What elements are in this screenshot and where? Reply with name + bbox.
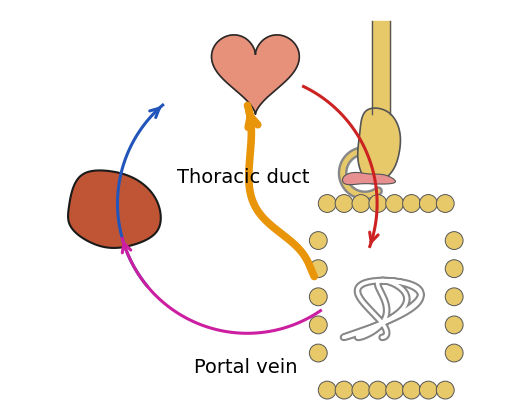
- Circle shape: [445, 316, 463, 334]
- Circle shape: [335, 381, 353, 399]
- Circle shape: [436, 195, 454, 212]
- Circle shape: [335, 195, 353, 212]
- Polygon shape: [343, 173, 395, 185]
- Circle shape: [369, 195, 386, 212]
- Circle shape: [445, 232, 463, 249]
- Polygon shape: [211, 35, 299, 114]
- Circle shape: [369, 381, 386, 399]
- Polygon shape: [358, 108, 401, 184]
- Circle shape: [319, 195, 336, 212]
- Circle shape: [419, 381, 437, 399]
- Circle shape: [310, 288, 327, 306]
- Circle shape: [310, 344, 327, 362]
- Text: Thoracic duct: Thoracic duct: [177, 168, 310, 187]
- Circle shape: [386, 195, 404, 212]
- Circle shape: [445, 288, 463, 306]
- Circle shape: [386, 381, 404, 399]
- Circle shape: [436, 381, 454, 399]
- Circle shape: [403, 381, 420, 399]
- Circle shape: [310, 260, 327, 278]
- Polygon shape: [68, 171, 161, 248]
- Circle shape: [445, 260, 463, 278]
- Circle shape: [310, 232, 327, 249]
- Circle shape: [445, 344, 463, 362]
- Text: Portal vein: Portal vein: [194, 358, 297, 377]
- Circle shape: [352, 381, 370, 399]
- Circle shape: [319, 381, 336, 399]
- Circle shape: [310, 316, 327, 334]
- Circle shape: [352, 195, 370, 212]
- Circle shape: [419, 195, 437, 212]
- FancyBboxPatch shape: [319, 204, 454, 390]
- Circle shape: [403, 195, 420, 212]
